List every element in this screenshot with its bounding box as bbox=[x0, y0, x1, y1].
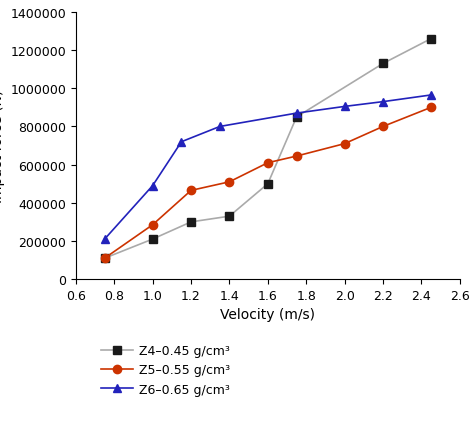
Z6–0.65 g/cm³ bbox=[179, 140, 184, 145]
Z5–0.55 g/cm³ bbox=[188, 188, 194, 194]
Z4–0.45 g/cm³ bbox=[102, 256, 108, 261]
Z6–0.65 g/cm³ bbox=[428, 93, 434, 98]
Z5–0.55 g/cm³ bbox=[227, 180, 232, 185]
Z5–0.55 g/cm³ bbox=[428, 105, 434, 111]
Z6–0.65 g/cm³ bbox=[380, 100, 386, 105]
Z6–0.65 g/cm³ bbox=[294, 111, 300, 117]
Y-axis label: Impact force (N): Impact force (N) bbox=[0, 90, 5, 203]
Z6–0.65 g/cm³ bbox=[342, 104, 347, 110]
Line: Z4–0.45 g/cm³: Z4–0.45 g/cm³ bbox=[100, 35, 435, 263]
Z5–0.55 g/cm³ bbox=[342, 142, 347, 147]
Z4–0.45 g/cm³ bbox=[265, 182, 271, 187]
Z4–0.45 g/cm³ bbox=[380, 62, 386, 67]
Z4–0.45 g/cm³ bbox=[294, 115, 300, 120]
Line: Z6–0.65 g/cm³: Z6–0.65 g/cm³ bbox=[100, 92, 435, 244]
X-axis label: Velocity (m/s): Velocity (m/s) bbox=[220, 308, 315, 322]
Z6–0.65 g/cm³ bbox=[217, 125, 223, 130]
Z4–0.45 g/cm³ bbox=[428, 37, 434, 42]
Legend: Z4–0.45 g/cm³, Z5–0.55 g/cm³, Z6–0.65 g/cm³: Z4–0.45 g/cm³, Z5–0.55 g/cm³, Z6–0.65 g/… bbox=[101, 344, 230, 396]
Z5–0.55 g/cm³ bbox=[265, 161, 271, 166]
Z4–0.45 g/cm³ bbox=[227, 214, 232, 219]
Z4–0.45 g/cm³ bbox=[188, 220, 194, 225]
Z5–0.55 g/cm³ bbox=[150, 223, 155, 228]
Z6–0.65 g/cm³ bbox=[102, 237, 108, 242]
Z6–0.65 g/cm³ bbox=[150, 184, 155, 189]
Z4–0.45 g/cm³ bbox=[150, 237, 155, 242]
Z5–0.55 g/cm³ bbox=[380, 125, 386, 130]
Z5–0.55 g/cm³ bbox=[102, 256, 108, 261]
Line: Z5–0.55 g/cm³: Z5–0.55 g/cm³ bbox=[100, 104, 435, 263]
Z5–0.55 g/cm³ bbox=[294, 154, 300, 159]
